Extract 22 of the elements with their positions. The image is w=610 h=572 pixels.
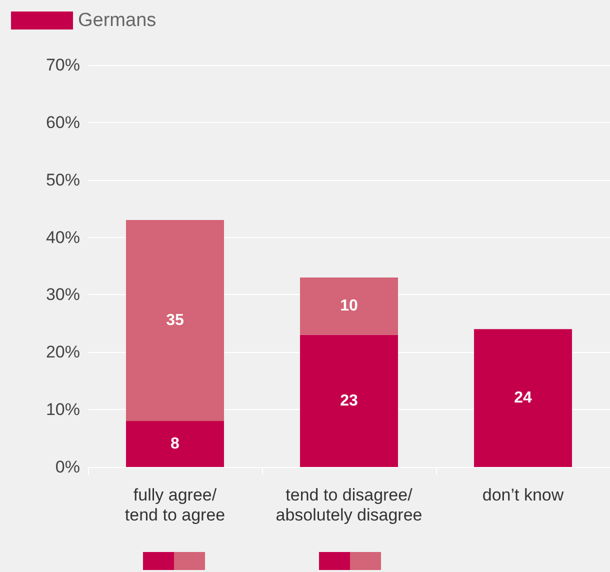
data-label: 10 — [340, 298, 358, 315]
y-tick-label: 60% — [46, 112, 80, 132]
y-tick-label: 30% — [46, 285, 80, 304]
y-tick-label: 0% — [55, 458, 80, 476]
data-label: 24 — [514, 390, 532, 407]
data-label: 8 — [170, 436, 180, 453]
bar — [126, 421, 224, 467]
y-tick-label: 70% — [46, 56, 80, 74]
x-tick-label: fully agree/ tend to agree — [124, 486, 226, 524]
y-tick-label: 50% — [46, 170, 80, 190]
y-tick-label: 20% — [46, 342, 80, 362]
bar — [300, 277, 398, 335]
x-tick-label: tend to disagree/ absolutely disagree — [276, 486, 422, 524]
data-label: 23 — [340, 392, 358, 410]
y-tick-label: 10% — [46, 400, 80, 420]
data-label: 35 — [166, 312, 184, 330]
bar — [126, 220, 224, 422]
y-tick-label: 40% — [46, 228, 80, 247]
bar — [300, 334, 398, 467]
x-tick-label: don’t know — [482, 486, 564, 504]
legend-label: Germans — [78, 10, 156, 31]
bar — [474, 329, 572, 467]
